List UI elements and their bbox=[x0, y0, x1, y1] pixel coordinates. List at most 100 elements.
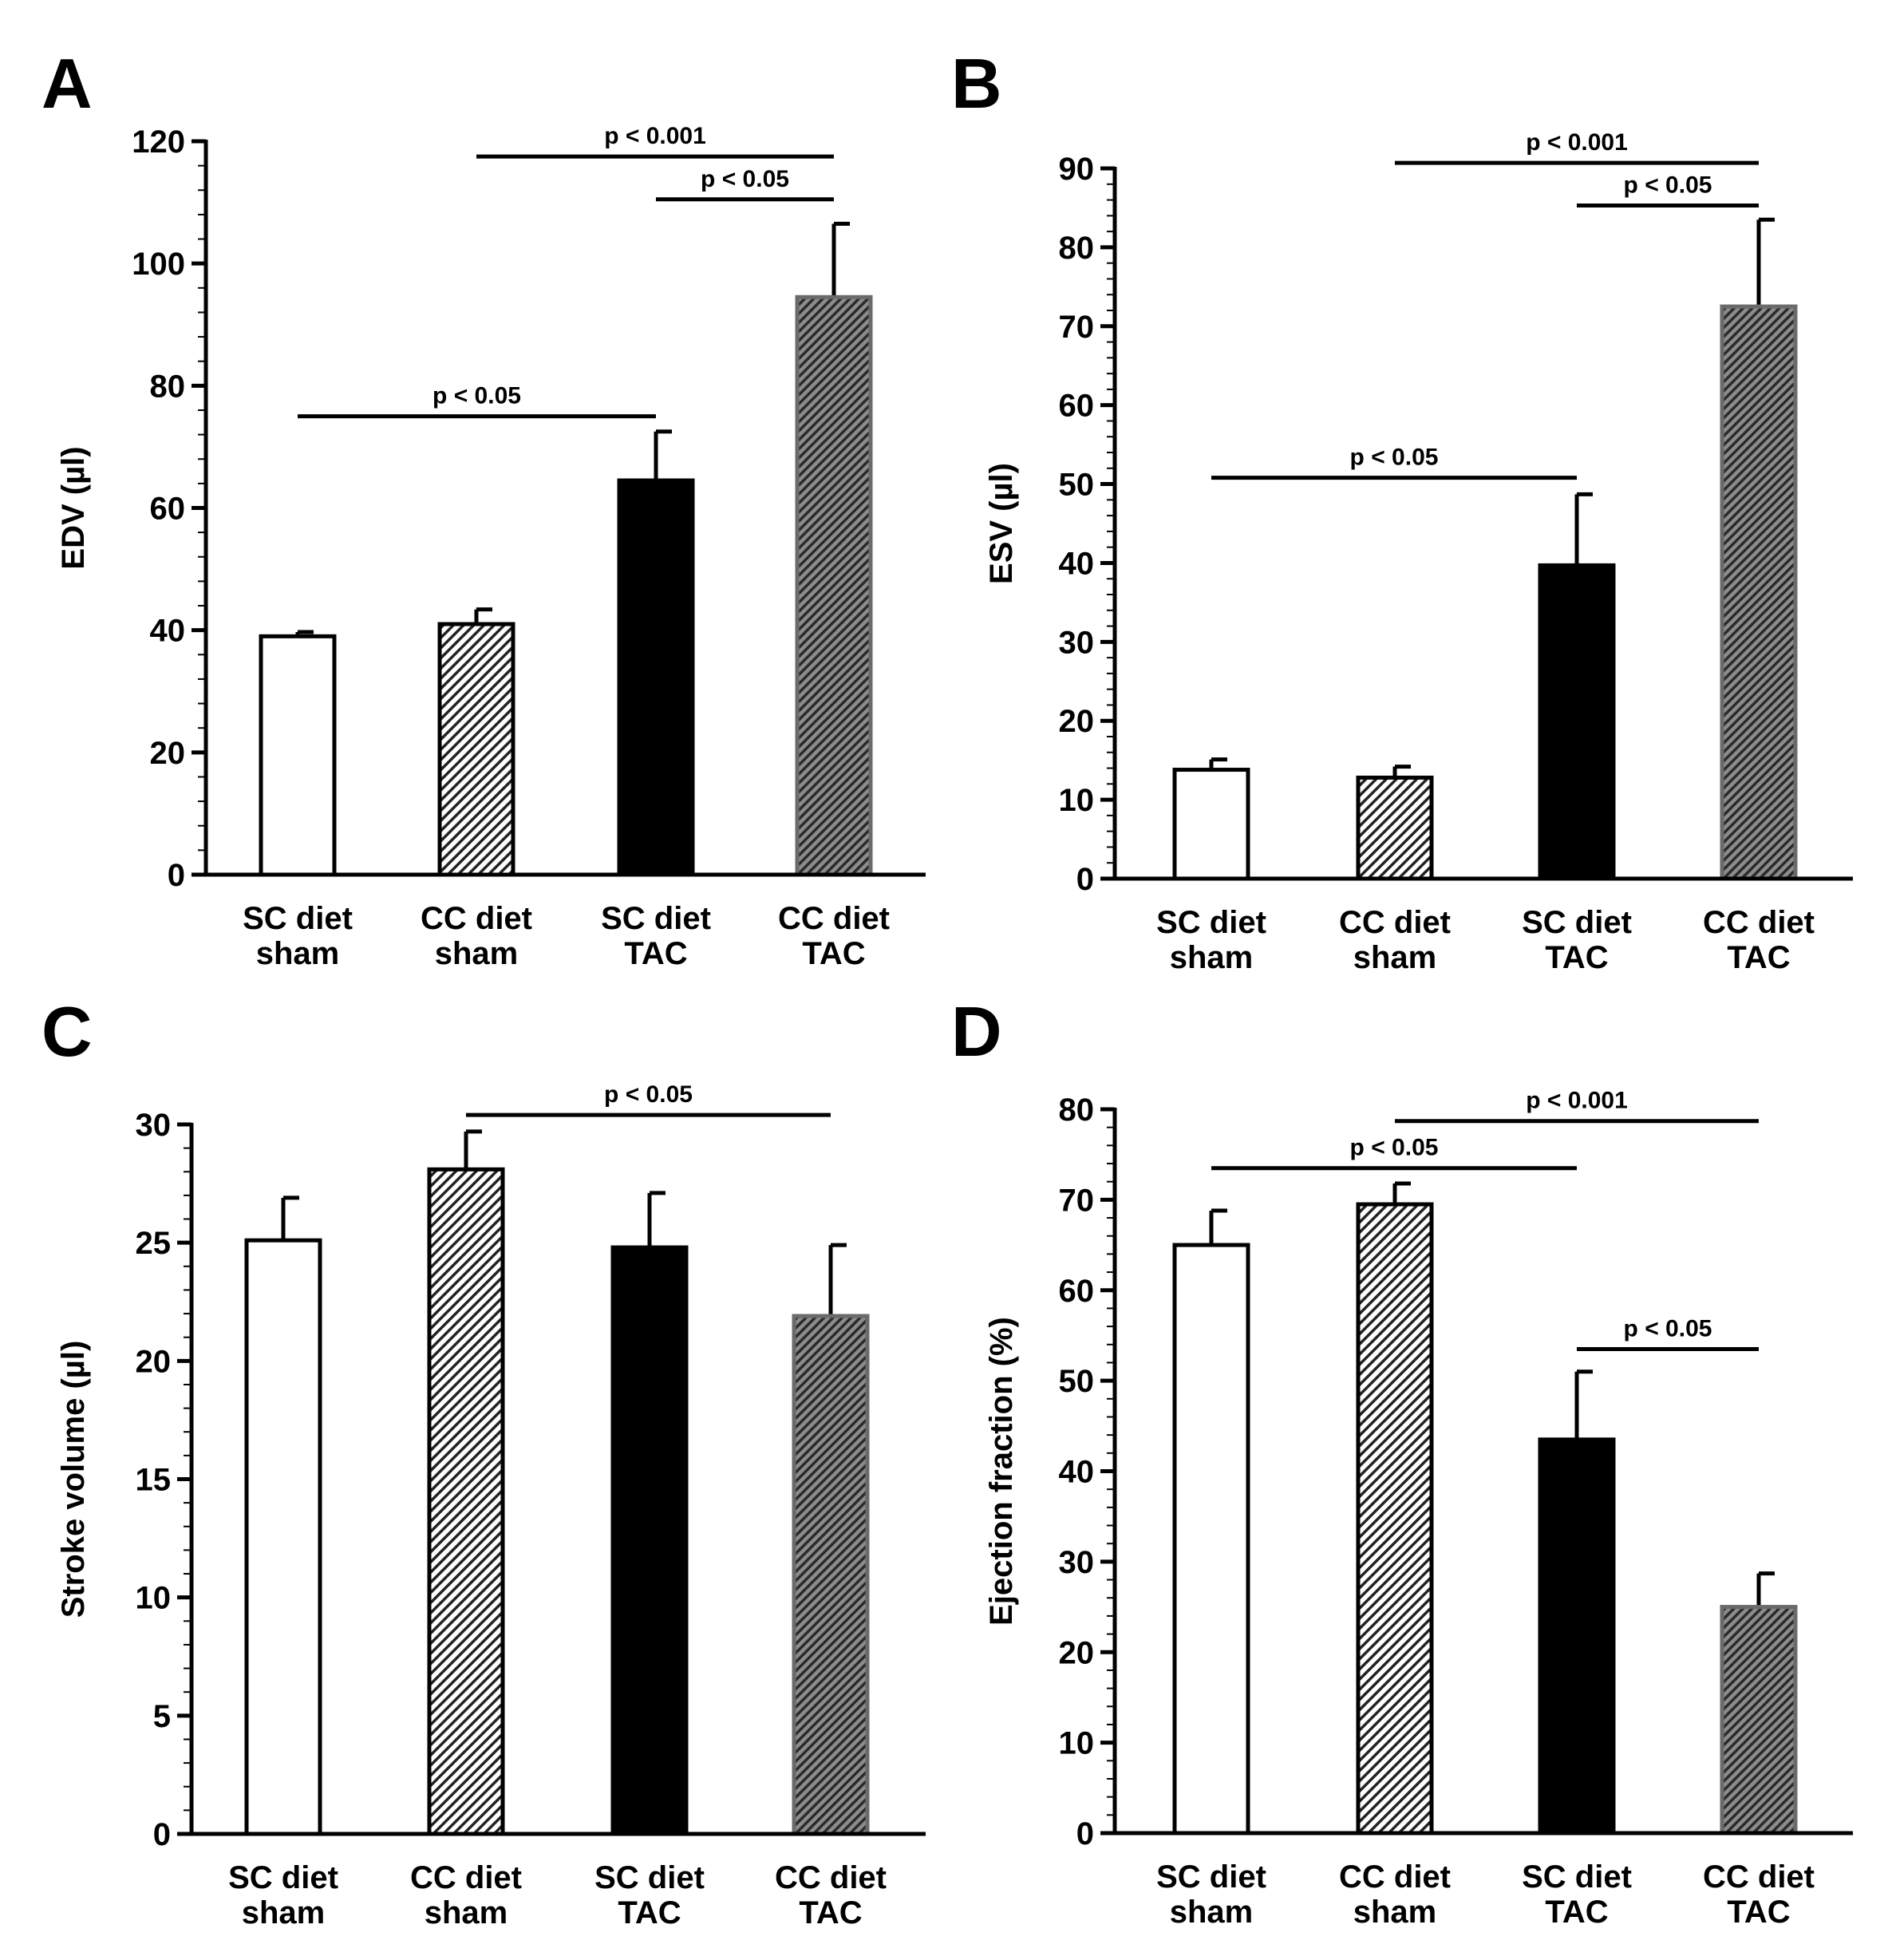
y-tick-label: 20 bbox=[136, 1344, 172, 1379]
significance-label: p < 0.05 bbox=[433, 383, 521, 409]
y-tick-label: 0 bbox=[168, 858, 185, 893]
bar bbox=[1172, 768, 1250, 881]
y-tick-label: 20 bbox=[150, 736, 186, 771]
y-tick-label: 10 bbox=[1059, 1726, 1095, 1761]
bar bbox=[1172, 1243, 1250, 1836]
y-axis-title: EDV (µl) bbox=[56, 446, 91, 569]
y-tick-label: 20 bbox=[1059, 1635, 1095, 1670]
significance-label: p < 0.001 bbox=[604, 123, 706, 149]
y-tick-label: 40 bbox=[1059, 1455, 1095, 1490]
significance-label: p < 0.001 bbox=[1526, 1088, 1628, 1114]
bar bbox=[427, 1167, 505, 1836]
x-tick-label: SC diet bbox=[594, 1860, 705, 1895]
x-tick-label: CC diet bbox=[775, 1860, 887, 1895]
y-tick-label: 50 bbox=[1059, 468, 1095, 503]
significance-label: p < 0.05 bbox=[701, 166, 789, 192]
y-tick-label: 10 bbox=[136, 1581, 172, 1616]
panel-letter: B bbox=[951, 44, 1002, 123]
y-tick-label: 25 bbox=[136, 1226, 172, 1261]
y-tick-label: 50 bbox=[1059, 1364, 1095, 1399]
x-tick-label: TAC bbox=[618, 1895, 681, 1930]
x-tick-label: TAC bbox=[624, 936, 687, 971]
y-tick-label: 10 bbox=[1059, 783, 1095, 818]
x-tick-label: sham bbox=[1353, 1895, 1437, 1930]
y-tick-label: 20 bbox=[1059, 704, 1095, 739]
x-tick-label: SC diet bbox=[1156, 1859, 1266, 1895]
x-tick-label: sham bbox=[242, 1895, 326, 1930]
x-tick-label: SC diet bbox=[243, 901, 353, 936]
bar bbox=[437, 622, 515, 877]
x-tick-label: CC diet bbox=[1339, 905, 1451, 940]
bar bbox=[1356, 775, 1434, 881]
y-tick-label: 30 bbox=[136, 1108, 172, 1143]
x-tick-label: sham bbox=[1353, 940, 1437, 975]
x-tick-label: TAC bbox=[1545, 940, 1608, 975]
significance-label: p < 0.05 bbox=[1350, 445, 1439, 471]
y-tick-label: 70 bbox=[1059, 1183, 1095, 1218]
bar bbox=[1538, 563, 1616, 881]
y-tick-label: 80 bbox=[1059, 1093, 1095, 1128]
bar bbox=[617, 478, 695, 877]
bar bbox=[1720, 304, 1798, 881]
y-tick-label: 40 bbox=[150, 614, 186, 649]
panel-letter: C bbox=[41, 992, 93, 1071]
y-axis-title: ESV (µl) bbox=[984, 463, 1019, 584]
x-tick-label: sham bbox=[1170, 1895, 1254, 1930]
x-tick-label: TAC bbox=[1727, 1895, 1790, 1930]
significance-label: p < 0.05 bbox=[1350, 1135, 1439, 1161]
y-tick-label: 120 bbox=[132, 124, 185, 160]
y-tick-label: 70 bbox=[1059, 310, 1095, 345]
x-tick-label: TAC bbox=[1727, 940, 1790, 975]
significance-label: p < 0.05 bbox=[1624, 1315, 1712, 1342]
x-tick-label: TAC bbox=[799, 1895, 862, 1930]
bar bbox=[1538, 1437, 1616, 1836]
panel-letter: D bbox=[951, 992, 1002, 1071]
y-tick-label: 100 bbox=[132, 247, 185, 282]
bar bbox=[244, 1238, 322, 1836]
y-tick-label: 40 bbox=[1059, 546, 1095, 581]
x-tick-label: CC diet bbox=[1703, 1859, 1815, 1895]
panel-letter: A bbox=[41, 44, 93, 123]
x-tick-label: CC diet bbox=[1703, 905, 1815, 940]
x-tick-label: TAC bbox=[1545, 1895, 1608, 1930]
x-tick-label: SC diet bbox=[228, 1860, 338, 1895]
y-tick-label: 60 bbox=[1059, 1274, 1095, 1309]
x-tick-label: SC diet bbox=[1522, 905, 1632, 940]
y-tick-label: 5 bbox=[153, 1699, 171, 1734]
y-tick-label: 0 bbox=[153, 1817, 171, 1852]
bar bbox=[259, 634, 337, 877]
x-tick-label: TAC bbox=[802, 936, 865, 971]
bar bbox=[1356, 1202, 1434, 1836]
x-tick-label: CC diet bbox=[421, 901, 532, 936]
y-tick-label: 80 bbox=[1059, 231, 1095, 266]
significance-label: p < 0.05 bbox=[1624, 172, 1712, 198]
x-tick-label: CC diet bbox=[410, 1860, 522, 1895]
y-tick-label: 60 bbox=[150, 492, 186, 527]
y-tick-label: 0 bbox=[1076, 862, 1094, 897]
y-tick-label: 15 bbox=[136, 1463, 172, 1498]
y-tick-label: 30 bbox=[1059, 625, 1095, 660]
bar bbox=[610, 1245, 689, 1836]
y-axis-title: Stroke volume (µl) bbox=[56, 1341, 91, 1618]
y-axis-title: Ejection fraction (%) bbox=[984, 1317, 1019, 1626]
y-tick-label: 60 bbox=[1059, 389, 1095, 424]
y-tick-label: 30 bbox=[1059, 1545, 1095, 1580]
x-tick-label: sham bbox=[1170, 940, 1254, 975]
x-tick-label: CC diet bbox=[1339, 1859, 1451, 1895]
x-tick-label: sham bbox=[425, 1895, 508, 1930]
x-tick-label: SC diet bbox=[1156, 905, 1266, 940]
bar bbox=[792, 1314, 870, 1836]
bar bbox=[1720, 1605, 1798, 1836]
x-tick-label: sham bbox=[256, 936, 340, 971]
x-tick-label: CC diet bbox=[778, 901, 890, 936]
significance-label: p < 0.05 bbox=[604, 1081, 693, 1108]
bar bbox=[795, 294, 873, 877]
y-tick-label: 80 bbox=[150, 369, 186, 404]
x-tick-label: SC diet bbox=[601, 901, 711, 936]
significance-label: p < 0.001 bbox=[1526, 129, 1628, 156]
